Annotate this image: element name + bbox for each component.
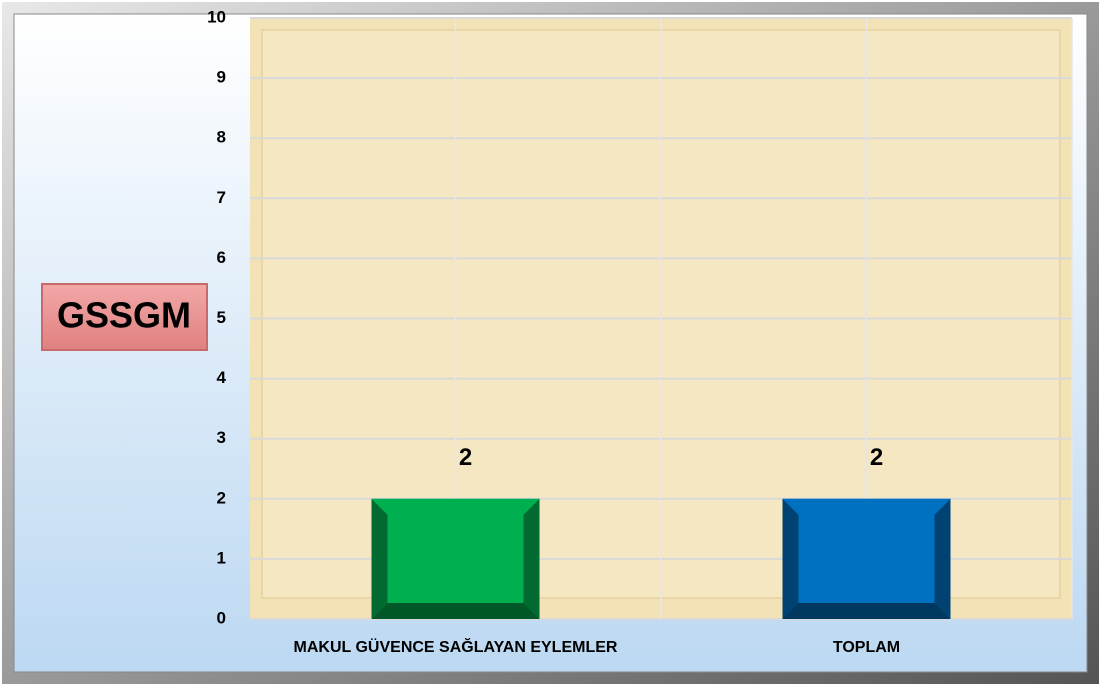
y-tick-label: 2 — [217, 488, 226, 507]
x-tick-label: TOPLAM — [833, 639, 900, 656]
y-tick-label: 10 — [207, 7, 226, 26]
bar-bevel — [523, 498, 540, 619]
title-box — [41, 283, 208, 351]
bar-bevel — [782, 498, 951, 515]
y-tick-label: 9 — [217, 68, 226, 87]
marks: 0 1 2 3 4 5 6 7 8 9 10 MAKUL GÜVENCE SAĞLAYAN EYLEM… — [207, 7, 1073, 656]
data-label: 2 — [870, 444, 883, 471]
bar-bevel — [782, 498, 799, 619]
y-tick-label: 8 — [217, 128, 226, 147]
bar-bevel — [934, 498, 951, 619]
y-tick-label: 3 — [217, 428, 226, 447]
bar — [782, 498, 951, 619]
data-label: 2 — [459, 444, 472, 471]
bar-bevel — [371, 603, 540, 619]
x-tick-label: MAKUL GÜVENCE SAĞLAYAN EYLEMLER — [294, 637, 618, 656]
y-tick-label: 7 — [217, 188, 226, 207]
y-tick-label: 6 — [217, 248, 226, 267]
bar-bevel — [371, 498, 540, 515]
y-tick-label: 1 — [217, 548, 226, 567]
chart-title: GSSGM — [57, 295, 191, 336]
bar-bevel — [782, 603, 951, 619]
y-tick-label: 5 — [217, 308, 226, 327]
y-tick-label: 4 — [217, 368, 227, 387]
bar-bevel — [371, 498, 388, 619]
bar — [371, 498, 540, 619]
y-tick-label: 0 — [217, 608, 226, 627]
